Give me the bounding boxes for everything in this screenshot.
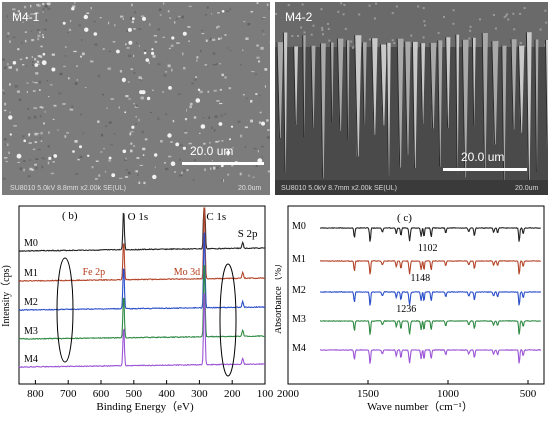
series-line-m1 [320,261,541,275]
series-label-m4: M4 [24,354,38,365]
sem-image-m4-2: M4-2 20.0 um SU8010 5.0kV 8.7mm x2.00k S… [275,2,548,195]
mo-3d-highlight-ellipse [220,264,236,376]
ftir-chart-svg: ( c) 2000 1500 1000 500 M0 M1 M2 M3 M4 1102 1148… [275,200,550,416]
sem-scale-bar [443,168,527,171]
sem-info-scale: 20.0um [515,185,538,192]
x-tick-label: 1500 [357,388,380,400]
peak-label-mo-3d: Mo 3d [174,267,200,278]
sem-cross-section-texture [275,2,548,195]
y-axis-label: Absorbance（%） [275,258,284,334]
x-tick-label: 600 [93,388,110,400]
series-label-m2: M2 [292,285,306,296]
series-label-m4: M4 [292,343,306,354]
sem-scale-bar [182,162,264,165]
series-label-m0: M0 [292,221,306,232]
sem-scale-label: 20.0 um [461,150,504,164]
xps-chart-svg: ( b) 800 700 600 500 400 300 200 100 M0 M1 M2 M3 M4… [0,200,275,416]
plot-frame [19,206,265,384]
series-line-m4 [320,350,541,364]
x-tick-label: 400 [158,388,175,400]
peak-label-c-1s: C 1s [206,211,226,223]
x-axis-label: Binding Energy（eV) [96,400,194,413]
band-annotation-1102: 1102 [418,243,438,254]
band-annotation-1236: 1236 [396,304,416,315]
plot-frame [288,206,544,384]
ftir-chart: ( c) 2000 1500 1000 500 M0 M1 M2 M3 M4 1102 1148… [275,200,550,416]
panel-label: ( c) [397,212,412,224]
x-tick-label: 500 [126,388,143,400]
series-line-m3 [19,266,265,340]
peak-label-fe-2p: Fe 2p [83,267,106,278]
series-line-m2 [320,292,541,306]
x-tick-label: 300 [191,388,208,400]
band-annotation-1148: 1148 [410,273,430,284]
series-label-m2: M2 [24,297,38,308]
series-label-m1: M1 [292,254,306,265]
x-tick-label: 1000 [437,388,460,400]
series-label-m3: M3 [24,326,38,337]
series-line-m0 [320,228,541,242]
y-axis-label: Intensity（cps) [0,265,12,327]
peak-label-s-2p: S 2p [238,228,258,240]
sem-info-bar: SU8010 5.0kV 8.7mm x2.00k SE(UL) [281,185,397,192]
x-tick-label: 100 [257,388,274,400]
sem-panel-label: M4-2 [285,10,312,24]
sem-panel-label: M4-1 [12,10,39,24]
series-line-m3 [320,321,541,335]
series-label-m0: M0 [24,238,38,249]
xps-chart: ( b) 800 700 600 500 400 300 200 100 M0 M1 M2 M3 M4… [0,200,275,416]
series-label-m3: M3 [292,314,306,325]
panel-label: ( b) [62,210,78,222]
x-axis-label: Wave number（cm⁻¹） [367,400,473,413]
x-tick-label: 500 [520,388,537,400]
sem-surface-texture [2,2,270,195]
peak-label-o-1s: O 1s [128,211,148,223]
sem-info-bar: SU8010 5.0kV 8.8mm x2.00k SE(UL) [10,185,126,192]
series-line-m2 [19,233,265,310]
x-tick-label: 800 [27,388,44,400]
series-line-m4 [19,294,265,368]
series-label-m1: M1 [24,268,38,279]
sem-scale-label: 20.0 um [190,144,233,158]
x-tick-label: 2000 [277,388,300,400]
sem-image-m4-1: M4-1 20.0 um SU8010 5.0kV 8.8mm x2.00k S… [2,2,270,195]
x-tick-label: 200 [224,388,241,400]
sem-info-scale: 20.0um [238,185,261,192]
x-tick-label: 700 [60,388,77,400]
